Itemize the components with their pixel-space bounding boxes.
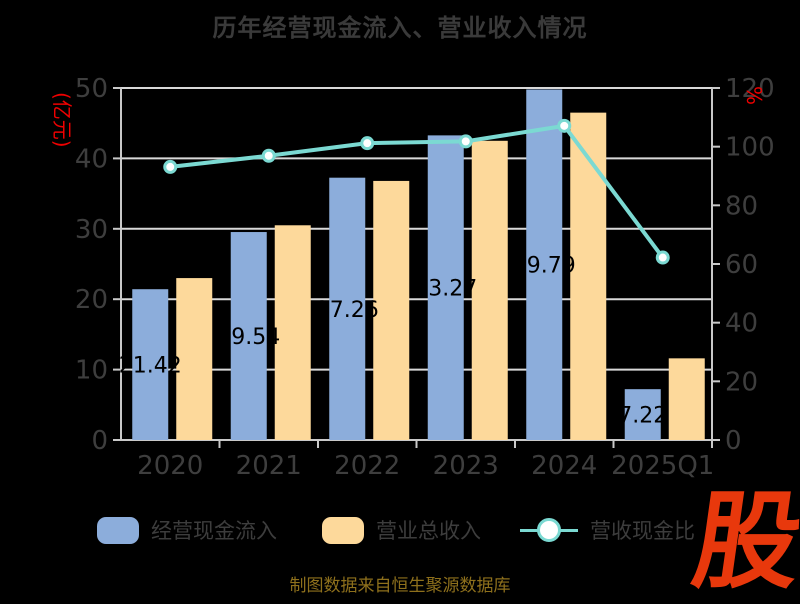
right-axis-tick-label: 80 xyxy=(725,191,758,221)
x-axis-category-label: 2020 xyxy=(137,451,203,481)
right-axis-tick-label: 60 xyxy=(725,250,758,280)
bar-value-label: 49.79 xyxy=(513,254,576,279)
x-axis-category-label: 2023 xyxy=(433,451,499,481)
ratio-line-marker xyxy=(557,118,572,133)
x-axis-category-label: 2021 xyxy=(236,451,302,481)
legend-swatch xyxy=(322,516,364,544)
bar-revenue-2020 xyxy=(176,278,213,440)
bar-cash-inflow-2025Q1 xyxy=(624,389,661,440)
bar-revenue-2023 xyxy=(471,140,508,441)
right-axis-tick-label: 120 xyxy=(725,74,775,104)
legend-item-revenue[interactable]: 营业总收入 xyxy=(322,514,481,546)
stock-logo-watermark: 股 xyxy=(685,480,800,603)
bar-revenue-2024 xyxy=(570,112,607,440)
bar-value-label: 7.22 xyxy=(618,404,667,429)
ratio-line-marker xyxy=(360,136,375,151)
x-axis-category-label: 2022 xyxy=(334,451,400,481)
ratio-line-marker xyxy=(163,159,178,174)
left-axis-tick-label: 10 xyxy=(75,356,108,386)
left-axis-tick-label: 50 xyxy=(75,74,108,104)
right-axis-tick-label: 40 xyxy=(725,309,758,339)
right-axis-tick-label: 0 xyxy=(725,426,742,456)
bar-cash-inflow-2024 xyxy=(526,89,563,441)
bar-value-label: 29.54 xyxy=(217,325,280,350)
right-axis-tick-label: 20 xyxy=(725,367,758,397)
x-axis-category-label: 2025Q1 xyxy=(611,451,714,481)
legend-label: 经营现金流入 xyxy=(151,519,277,543)
bar-revenue-2025Q1 xyxy=(668,358,705,440)
bar-revenue-2022 xyxy=(373,180,410,441)
legend-line-marker xyxy=(537,517,561,542)
right-axis-tick-label: 100 xyxy=(725,133,775,163)
left-axis-tick-label: 30 xyxy=(75,215,108,245)
bar-cash-inflow-2022 xyxy=(329,177,366,440)
right-axis-unit-label: % xyxy=(742,86,766,106)
bar-revenue-2021 xyxy=(274,225,311,440)
left-axis-unit-label: (亿元) xyxy=(50,92,74,148)
bar-value-label: 21.42 xyxy=(119,354,182,379)
ratio-line-marker xyxy=(458,134,473,149)
bar-value-label: 43.27 xyxy=(414,277,477,302)
bar-cash-inflow-2021 xyxy=(230,232,267,440)
legend-item-cash-inflow[interactable]: 经营现金流入 xyxy=(97,514,277,546)
ratio-line xyxy=(170,123,665,259)
ratio-line-marker xyxy=(655,250,670,265)
data-source-caption: 制图数据来自恒生聚源数据库 xyxy=(289,576,511,596)
left-axis-tick-label: 40 xyxy=(75,144,108,174)
legend-swatch xyxy=(97,516,139,544)
legend-label: 营业总收入 xyxy=(376,519,481,543)
legend-label: 营收现金比 xyxy=(590,519,695,543)
left-axis-tick-label: 0 xyxy=(91,426,108,456)
legend-line-marker-icon xyxy=(520,517,578,544)
bar-value-label: 37.26 xyxy=(316,298,379,323)
bar-cash-inflow-2020 xyxy=(132,289,169,440)
bar-cash-inflow-2023 xyxy=(427,135,464,440)
legend: 经营现金流入 营业总收入 营收现金比 xyxy=(0,514,800,550)
x-axis-category-label: 2024 xyxy=(531,451,597,481)
chart-title: 历年经营现金流入、营业收入情况 xyxy=(212,14,588,42)
ratio-line-marker xyxy=(261,148,276,163)
legend-item-ratio[interactable]: 营收现金比 xyxy=(520,514,695,546)
left-axis-tick-label: 20 xyxy=(75,285,108,315)
